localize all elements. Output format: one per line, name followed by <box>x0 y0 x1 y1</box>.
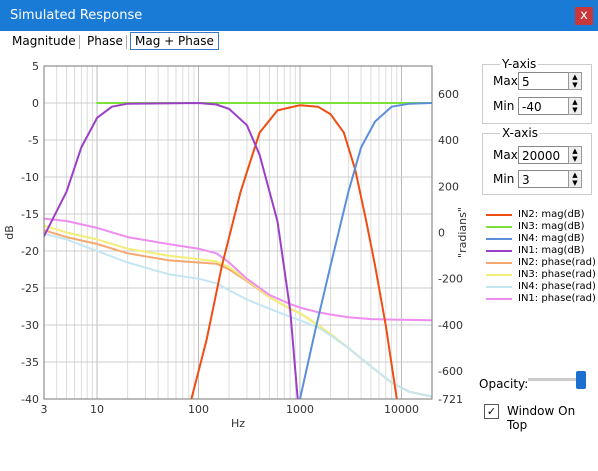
legend-swatch <box>486 250 512 252</box>
y2-tick-label: -721 <box>438 393 463 406</box>
x-axis-title: X-axis <box>500 126 540 140</box>
spin-up-icon: ▲ <box>572 171 578 179</box>
x-axis-label: Hz <box>231 417 245 430</box>
y-tick-label: -25 <box>21 282 39 295</box>
window-on-top-label: Window On Top <box>507 404 576 432</box>
y-min-label: Min <box>493 99 515 113</box>
y2-tick-label: 400 <box>438 134 459 147</box>
y-tick-label: -35 <box>21 356 39 369</box>
series-line-in4-mag-db- <box>299 102 432 399</box>
tab-magnitude[interactable]: Magnitude <box>12 34 76 48</box>
spin-down-icon: ▼ <box>572 155 578 163</box>
y-axis-label: dB <box>3 225 16 240</box>
window-title: Simulated Response <box>10 8 143 23</box>
y-max-spinner[interactable]: ▲ ▼ <box>568 72 582 90</box>
y-tick-label: 0 <box>32 97 39 110</box>
chart-curves <box>44 102 432 399</box>
spin-up-icon: ▲ <box>572 147 578 155</box>
y-tick-label: -10 <box>21 171 39 184</box>
series-line-in4-phase-rad- <box>44 232 432 398</box>
spin-down-icon: ▼ <box>572 81 578 89</box>
y-max-input[interactable]: 5 <box>518 72 570 90</box>
plot-area <box>44 66 432 399</box>
series-line-in2-mag-db- <box>190 104 398 399</box>
tab-bar: Magnitude Phase Mag + Phase <box>0 31 598 53</box>
legend-swatch <box>486 286 512 288</box>
window-on-top-checkbox[interactable]: ✓ <box>484 404 499 419</box>
legend-swatch <box>486 214 512 216</box>
y-tick-label: -5 <box>28 134 39 147</box>
opacity-slider-thumb[interactable] <box>576 371 586 389</box>
spin-down-icon: ▼ <box>572 179 578 187</box>
plot-frame <box>43 65 433 400</box>
legend-swatch <box>486 274 512 276</box>
y-min-spinner[interactable]: ▲ ▼ <box>568 97 582 115</box>
y2-tick-label: -400 <box>438 319 463 332</box>
x-tick-label: 1000 <box>286 403 314 416</box>
x-min-label: Min <box>493 172 515 186</box>
y2-tick-label: 0 <box>438 227 445 240</box>
legend-swatch <box>486 262 512 264</box>
response-chart: 5 0 -5 -10 -15 -20 -25 -30 -35 -40 600 400 200 0 -200 -… <box>3 60 469 430</box>
x-max-input[interactable]: 20000 <box>518 146 570 164</box>
y-max-label: Max. <box>493 74 522 88</box>
y2-tick-label: -600 <box>438 365 463 378</box>
y2-tick-label: 600 <box>438 88 459 101</box>
tab-mag-phase[interactable]: Mag + Phase <box>130 32 219 50</box>
legend-swatch <box>486 238 512 240</box>
close-button[interactable]: x <box>575 7 593 25</box>
chart-axes: 5 0 -5 -10 -15 -20 -25 -30 -35 -40 600 400 200 0 -200 -… <box>3 60 469 430</box>
series-line-in1-mag-db- <box>44 102 299 399</box>
series-line-in1-phase-rad- <box>44 217 432 322</box>
x-max-spinner[interactable]: ▲ ▼ <box>568 146 582 164</box>
y-tick-label: -30 <box>21 319 39 332</box>
title-bar: Simulated Response x <box>0 0 598 31</box>
tab-phase[interactable]: Phase <box>87 34 123 48</box>
spin-up-icon: ▲ <box>572 73 578 81</box>
x-tick-label: 3 <box>41 403 48 416</box>
x-min-input[interactable]: 3 <box>518 170 570 188</box>
tab-divider <box>126 35 127 49</box>
spin-up-icon: ▲ <box>572 98 578 106</box>
x-tick-label: 10000 <box>384 403 419 416</box>
tab-divider <box>79 35 80 49</box>
spin-down-icon: ▼ <box>572 106 578 114</box>
y-tick-label: 5 <box>32 60 39 73</box>
y-tick-label: -15 <box>21 208 39 221</box>
legend-swatch <box>486 298 512 300</box>
x-tick-label: 10 <box>90 403 104 416</box>
y-axis-title: Y-axis <box>500 57 539 71</box>
y-tick-label: -20 <box>21 245 39 258</box>
y2-tick-label: 200 <box>438 180 459 193</box>
chart-grid <box>43 65 433 400</box>
opacity-label: Opacity: <box>479 377 529 391</box>
x-tick-label: 100 <box>188 403 209 416</box>
legend-swatch <box>486 226 512 228</box>
y-tick-label: -40 <box>21 393 39 406</box>
x-min-spinner[interactable]: ▲ ▼ <box>568 170 582 188</box>
y2-axis-label: "radians" <box>456 207 469 258</box>
y-min-input[interactable]: -40 <box>518 97 570 115</box>
x-max-label: Max. <box>493 148 522 162</box>
y2-tick-label: -200 <box>438 273 463 286</box>
opacity-slider-track[interactable] <box>528 378 586 381</box>
